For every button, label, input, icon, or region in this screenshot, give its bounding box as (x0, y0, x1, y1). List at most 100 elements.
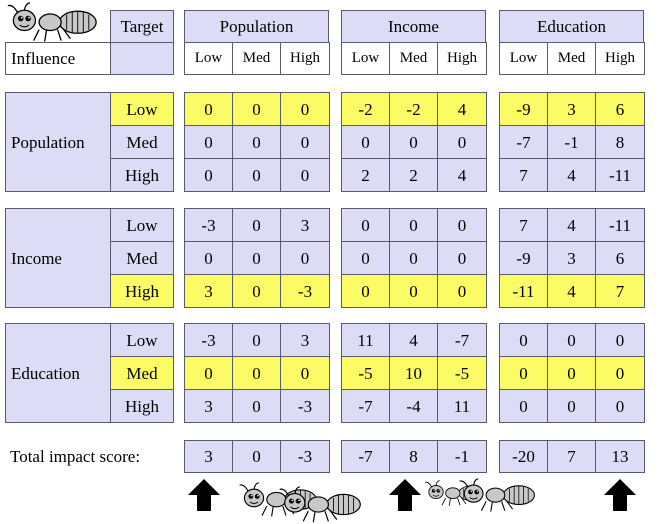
impact-cell: 6 (595, 92, 645, 126)
impact-cell: 2 (389, 158, 438, 192)
impact-cell: 0 (232, 274, 281, 308)
level-label-med: Med (110, 125, 174, 159)
group-header-education: Education (499, 10, 644, 43)
impact-cell: 0 (184, 356, 233, 390)
impact-cell: 4 (547, 208, 596, 242)
impact-cell: 0 (341, 241, 390, 275)
impact-cell: 0 (595, 356, 645, 390)
impact-cell: 7 (499, 208, 548, 242)
impact-cell: 0 (280, 241, 330, 275)
impact-cell: 4 (389, 323, 438, 357)
total-cell: 13 (595, 440, 645, 473)
impact-cell: 2 (341, 158, 390, 192)
total-cell: 3 (184, 440, 233, 473)
row-label-education: Education (5, 323, 111, 423)
level-header-low: Low (499, 42, 548, 75)
impact-cell: 0 (184, 92, 233, 126)
impact-cell: 3 (280, 208, 330, 242)
impact-cell: 0 (499, 356, 548, 390)
impact-cell: -3 (280, 274, 330, 308)
impact-cell: 11 (341, 323, 390, 357)
level-header-low: Low (341, 42, 390, 75)
impact-cell: 0 (437, 125, 487, 159)
impact-cell: -3 (184, 208, 233, 242)
impact-cell: 0 (232, 356, 281, 390)
impact-cell: 0 (280, 125, 330, 159)
level-header-high: High (280, 42, 330, 75)
up-arrow-icon (389, 479, 421, 511)
impact-cell: 4 (547, 274, 596, 308)
level-label-low: Low (110, 323, 174, 357)
level-header-med: Med (232, 42, 281, 75)
impact-cell: 0 (232, 323, 281, 357)
impact-cell: 3 (547, 241, 596, 275)
impact-cell: 6 (595, 241, 645, 275)
impact-cell: -2 (389, 92, 438, 126)
level-label-high: High (110, 389, 174, 423)
level-header-high: High (437, 42, 487, 75)
level-label-high: High (110, 158, 174, 192)
impact-cell: 4 (547, 158, 596, 192)
target-blank-cell (110, 42, 174, 75)
impact-cell: 4 (437, 92, 487, 126)
total-cell: 0 (232, 440, 281, 473)
impact-cell: 0 (232, 125, 281, 159)
impact-cell: 0 (389, 208, 438, 242)
impact-cell: 0 (184, 241, 233, 275)
total-cell: -3 (280, 440, 330, 473)
impact-cell: 7 (499, 158, 548, 192)
group-header-income: Income (341, 10, 486, 43)
ant-icon (459, 478, 535, 512)
impact-cell: -11 (595, 208, 645, 242)
impact-cell: 0 (280, 356, 330, 390)
impact-cell: 0 (341, 274, 390, 308)
up-arrow-icon (188, 479, 220, 511)
impact-cell: 0 (499, 389, 548, 423)
impact-cell: -7 (499, 125, 548, 159)
impact-cell: 11 (437, 389, 487, 423)
ant-icon (279, 486, 361, 523)
impact-cell: 0 (184, 125, 233, 159)
impact-cell: -3 (184, 323, 233, 357)
impact-cell: -7 (341, 389, 390, 423)
impact-cell: -2 (341, 92, 390, 126)
impact-cell: -9 (499, 241, 548, 275)
impact-cell: 0 (232, 92, 281, 126)
level-label-low: Low (110, 208, 174, 242)
level-label-med: Med (110, 356, 174, 390)
impact-cell: 0 (232, 208, 281, 242)
level-header-high: High (595, 42, 645, 75)
row-label-population: Population (5, 92, 111, 192)
impact-cell: 0 (280, 158, 330, 192)
impact-cell: 0 (547, 323, 596, 357)
impact-cell: 4 (437, 158, 487, 192)
impact-cell: 0 (437, 208, 487, 242)
total-cell: -7 (341, 440, 390, 473)
level-label-high: High (110, 274, 174, 308)
impact-cell: 0 (232, 241, 281, 275)
impact-cell: -1 (547, 125, 596, 159)
row-label-income: Income (5, 208, 111, 308)
impact-cell: -4 (389, 389, 438, 423)
group-header-population: Population (184, 10, 329, 43)
impact-cell: 0 (280, 92, 330, 126)
impact-cell: -3 (280, 389, 330, 423)
total-cell: -1 (437, 440, 487, 473)
up-arrow-icon (604, 479, 636, 511)
impact-cell: 0 (389, 125, 438, 159)
impact-cell: 0 (547, 356, 596, 390)
impact-cell: 3 (547, 92, 596, 126)
impact-cell: -5 (437, 356, 487, 390)
total-cell: 7 (547, 440, 596, 473)
impact-cell: 0 (595, 323, 645, 357)
ant-icon (7, 2, 97, 42)
impact-cell: 0 (499, 323, 548, 357)
level-label-med: Med (110, 241, 174, 275)
target-label: Target (110, 10, 174, 43)
level-header-low: Low (184, 42, 233, 75)
impact-cell: -9 (499, 92, 548, 126)
influence-label: Influence (5, 42, 111, 75)
impact-cell: 0 (341, 208, 390, 242)
impact-cell: 0 (184, 158, 233, 192)
impact-cell: 0 (547, 389, 596, 423)
